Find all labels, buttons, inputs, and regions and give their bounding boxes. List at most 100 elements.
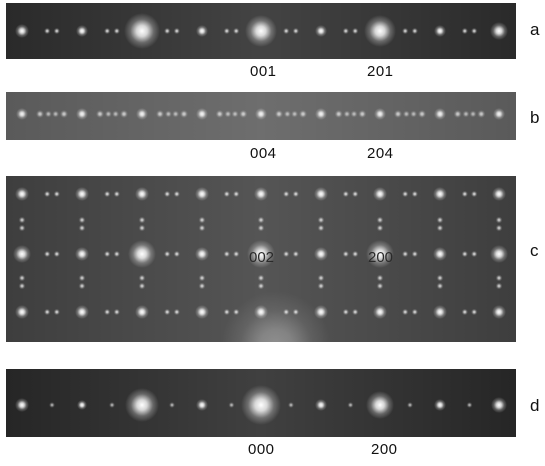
diffraction-spot — [433, 247, 447, 261]
diffraction-spot — [15, 305, 29, 319]
panel-label-d: d — [530, 396, 540, 415]
index-label-200-c: 200 — [368, 249, 394, 266]
diffraction-spot — [77, 400, 87, 410]
index-label-000: 000 — [248, 441, 275, 458]
diffraction-spot — [343, 110, 351, 118]
diffraction-spot — [453, 110, 462, 118]
diffraction-spot — [283, 250, 290, 258]
diffraction-spot — [292, 190, 299, 198]
diffraction-spot — [75, 305, 89, 319]
diffraction-spot — [436, 274, 444, 282]
diffraction-spot — [342, 190, 349, 198]
diffraction-spot — [164, 308, 171, 316]
diffraction-spot — [224, 110, 232, 118]
diffraction-spot — [124, 13, 160, 49]
diffraction-spot — [104, 190, 111, 198]
diffraction-spot — [366, 240, 394, 268]
diffraction-spot — [228, 402, 235, 408]
diffraction-spot — [495, 216, 503, 224]
diffraction-spot — [53, 308, 60, 316]
diffraction-spot — [257, 282, 265, 290]
diffraction-spot — [347, 402, 354, 408]
diffraction-spot — [376, 216, 384, 224]
diffraction-spot — [407, 402, 413, 408]
diffraction-spot — [109, 402, 115, 408]
diffraction-spot — [283, 27, 290, 35]
diffraction-spot — [49, 402, 55, 408]
diffraction-spot — [223, 250, 230, 258]
diffraction-spot — [15, 24, 29, 38]
diffraction-spot — [461, 308, 468, 316]
diffraction-spot — [113, 27, 121, 35]
diffraction-spot — [291, 110, 299, 118]
diffraction-spot — [233, 190, 240, 198]
diffraction-spot — [135, 305, 149, 319]
diffraction-spot — [492, 305, 506, 319]
diffraction-spot — [257, 216, 265, 224]
diffraction-spot — [471, 308, 478, 316]
diffraction-spot — [78, 282, 86, 290]
diffraction-spot — [113, 250, 121, 258]
diffraction-spot — [317, 216, 325, 224]
diffraction-spot — [18, 224, 26, 232]
diffraction-spot — [221, 291, 331, 342]
diffraction-spot — [283, 110, 291, 118]
diffraction-spot — [436, 282, 444, 290]
diffraction-spot — [350, 110, 358, 118]
diffraction-spot — [113, 190, 121, 198]
diffraction-spot — [314, 247, 328, 261]
diffraction-spot — [469, 110, 477, 118]
diffraction-spot — [53, 250, 60, 258]
diffraction-panel-d — [6, 369, 516, 437]
diffraction-spot — [436, 216, 444, 224]
diffraction-spot — [317, 224, 325, 232]
diffraction-spot — [352, 27, 359, 35]
diffraction-spot — [128, 240, 156, 268]
index-label-200-d: 200 — [371, 441, 398, 458]
diffraction-spot — [36, 110, 44, 118]
panel-label-c: c — [530, 241, 539, 260]
diffraction-spot — [352, 190, 359, 198]
diffraction-spot — [75, 187, 89, 201]
diffraction-spot — [275, 110, 283, 118]
index-label-001: 001 — [250, 63, 277, 80]
diffraction-spot — [411, 190, 418, 198]
diffraction-spot — [257, 224, 265, 232]
diffraction-spot — [402, 308, 409, 316]
diffraction-spot — [135, 187, 149, 201]
diffraction-spot — [195, 247, 209, 261]
diffraction-spot — [15, 187, 29, 201]
diffraction-spot — [164, 110, 172, 118]
index-label-204: 204 — [367, 145, 394, 162]
diffraction-spot — [53, 190, 60, 198]
diffraction-spot — [233, 250, 240, 258]
diffraction-spot — [16, 108, 28, 120]
diffraction-spot — [358, 110, 367, 118]
diffraction-spot — [373, 305, 387, 319]
diffraction-panel-c: 002 200 — [6, 176, 516, 342]
diffraction-spot — [373, 187, 387, 201]
diffraction-spot — [317, 282, 325, 290]
diffraction-spot — [283, 190, 290, 198]
diffraction-spot — [164, 27, 171, 35]
diffraction-spot — [418, 110, 426, 118]
diffraction-spot — [462, 110, 470, 118]
diffraction-spot — [342, 308, 349, 316]
diffraction-spot — [125, 388, 159, 422]
diffraction-spot — [196, 399, 208, 411]
diffraction-spot — [434, 399, 446, 411]
panel-label-b: b — [530, 108, 540, 127]
diffraction-spot — [411, 250, 418, 258]
diffraction-spot — [461, 250, 468, 258]
diffraction-spot — [315, 25, 327, 37]
diffraction-spot — [410, 110, 418, 118]
diffraction-spot — [364, 15, 396, 47]
diffraction-spot — [112, 110, 120, 118]
diffraction-spot — [257, 274, 265, 282]
diffraction-spot — [402, 110, 410, 118]
diffraction-spot — [436, 224, 444, 232]
diffraction-spot — [315, 108, 327, 120]
diffraction-spot — [75, 247, 89, 261]
diffraction-spot — [223, 308, 230, 316]
diffraction-spot — [402, 27, 409, 35]
